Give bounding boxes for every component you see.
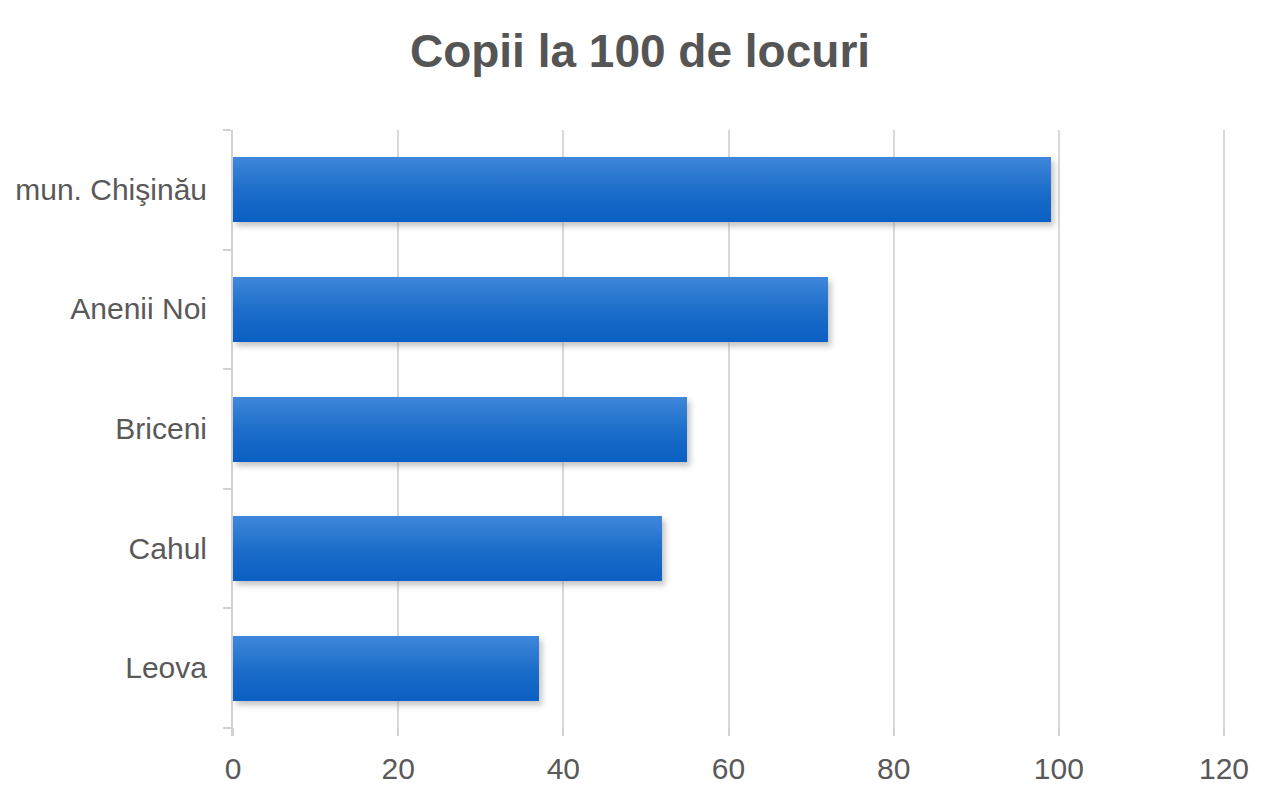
category-axis-tick [223, 249, 231, 251]
x-axis-label: 100 [1034, 752, 1084, 786]
x-axis-label: 80 [877, 752, 910, 786]
x-axis-tick [1223, 728, 1225, 736]
plot-area: 0 20 40 60 80 100 120 mun. ChişinăuAnenii NoiBr… [0, 0, 1280, 803]
bar [233, 516, 662, 581]
x-axis-label: 40 [547, 752, 580, 786]
x-axis-tick [397, 728, 399, 736]
category-label: Leova [0, 608, 207, 728]
category-axis-tick [223, 368, 231, 370]
bar [233, 157, 1051, 222]
x-axis-label: 120 [1199, 752, 1249, 786]
category-label: Anenii Noi [0, 250, 207, 370]
category-label: Cahul [0, 489, 207, 609]
gridline [1058, 130, 1060, 728]
x-axis-label: 20 [381, 752, 414, 786]
x-axis-label: 0 [225, 752, 242, 786]
x-axis-tick [893, 728, 895, 736]
category-axis-tick [223, 129, 231, 131]
bar [233, 277, 828, 342]
gridline [1223, 130, 1225, 728]
x-axis-tick [728, 728, 730, 736]
category-label: mun. Chişinău [0, 130, 207, 250]
x-axis-tick [1058, 728, 1060, 736]
bar [233, 636, 539, 701]
category-axis-tick [223, 727, 231, 729]
category-axis-tick [223, 488, 231, 490]
bar [233, 397, 687, 462]
category-axis-tick [223, 607, 231, 609]
x-axis-tick [562, 728, 564, 736]
x-axis-label: 60 [712, 752, 745, 786]
category-label: Briceni [0, 369, 207, 489]
bar-chart: Copii la 100 de locuri 020406080100120mu… [0, 0, 1280, 803]
